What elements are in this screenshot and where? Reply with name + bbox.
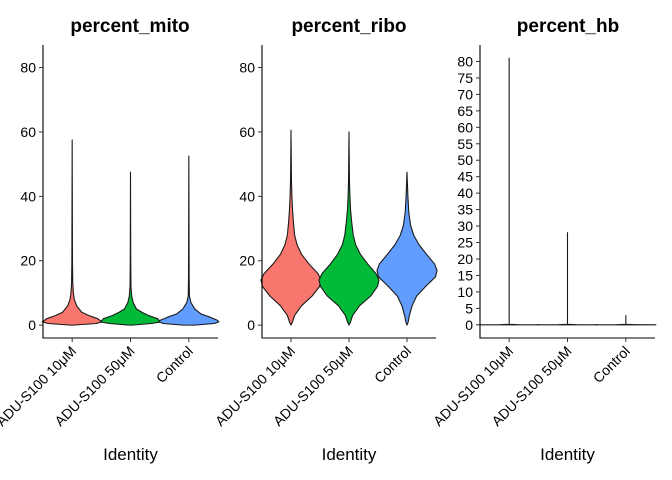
violin-control [158, 155, 220, 326]
y-tick-label: 55 [457, 136, 473, 152]
panel-title: percent_ribo [291, 16, 406, 37]
violin-control [595, 315, 657, 326]
y-tick-label: 80 [457, 53, 473, 69]
y-tick-label: 60 [457, 119, 473, 135]
y-tick-label: 25 [457, 235, 473, 251]
y-tick-label: 35 [457, 202, 473, 218]
y-tick-label: 50 [457, 152, 473, 168]
y-tick-label: 40 [20, 188, 36, 204]
y-tick-label: 15 [457, 267, 473, 283]
x-axis-title: Identity [322, 445, 377, 464]
violin-adu-s100-50-m [318, 131, 380, 326]
y-tick-label: 65 [457, 103, 473, 119]
y-tick-label: 60 [20, 124, 36, 140]
y-tick-label: 75 [457, 70, 473, 86]
y-tick-label: 0 [28, 317, 36, 333]
y-tick-label: 70 [457, 86, 473, 102]
y-tick-label: 60 [239, 124, 255, 140]
y-tick-label: 0 [247, 317, 255, 333]
y-tick-label: 80 [20, 60, 36, 76]
violin-adu-s100-10-m [478, 57, 540, 326]
y-tick-label: 80 [239, 60, 255, 76]
violin-adu-s100-10-m [41, 139, 103, 326]
y-tick-label: 0 [465, 317, 473, 333]
panel-title: percent_hb [517, 16, 619, 37]
y-tick-label: 20 [457, 251, 473, 267]
y-tick-label: 45 [457, 169, 473, 185]
y-tick-label: 40 [457, 185, 473, 201]
violin-adu-s100-50-m [99, 171, 162, 326]
panel-title: percent_mito [70, 16, 189, 37]
y-tick-label: 5 [465, 300, 473, 316]
y-tick-label: 20 [239, 253, 255, 269]
x-axis-title: Identity [103, 445, 158, 464]
y-tick-label: 10 [457, 284, 473, 300]
violin-control [376, 171, 438, 326]
x-axis-title: Identity [540, 445, 595, 464]
y-tick-label: 30 [457, 218, 473, 234]
y-tick-label: 20 [20, 253, 36, 269]
y-tick-label: 40 [239, 188, 255, 204]
violin-adu-s100-50-m [536, 232, 599, 326]
